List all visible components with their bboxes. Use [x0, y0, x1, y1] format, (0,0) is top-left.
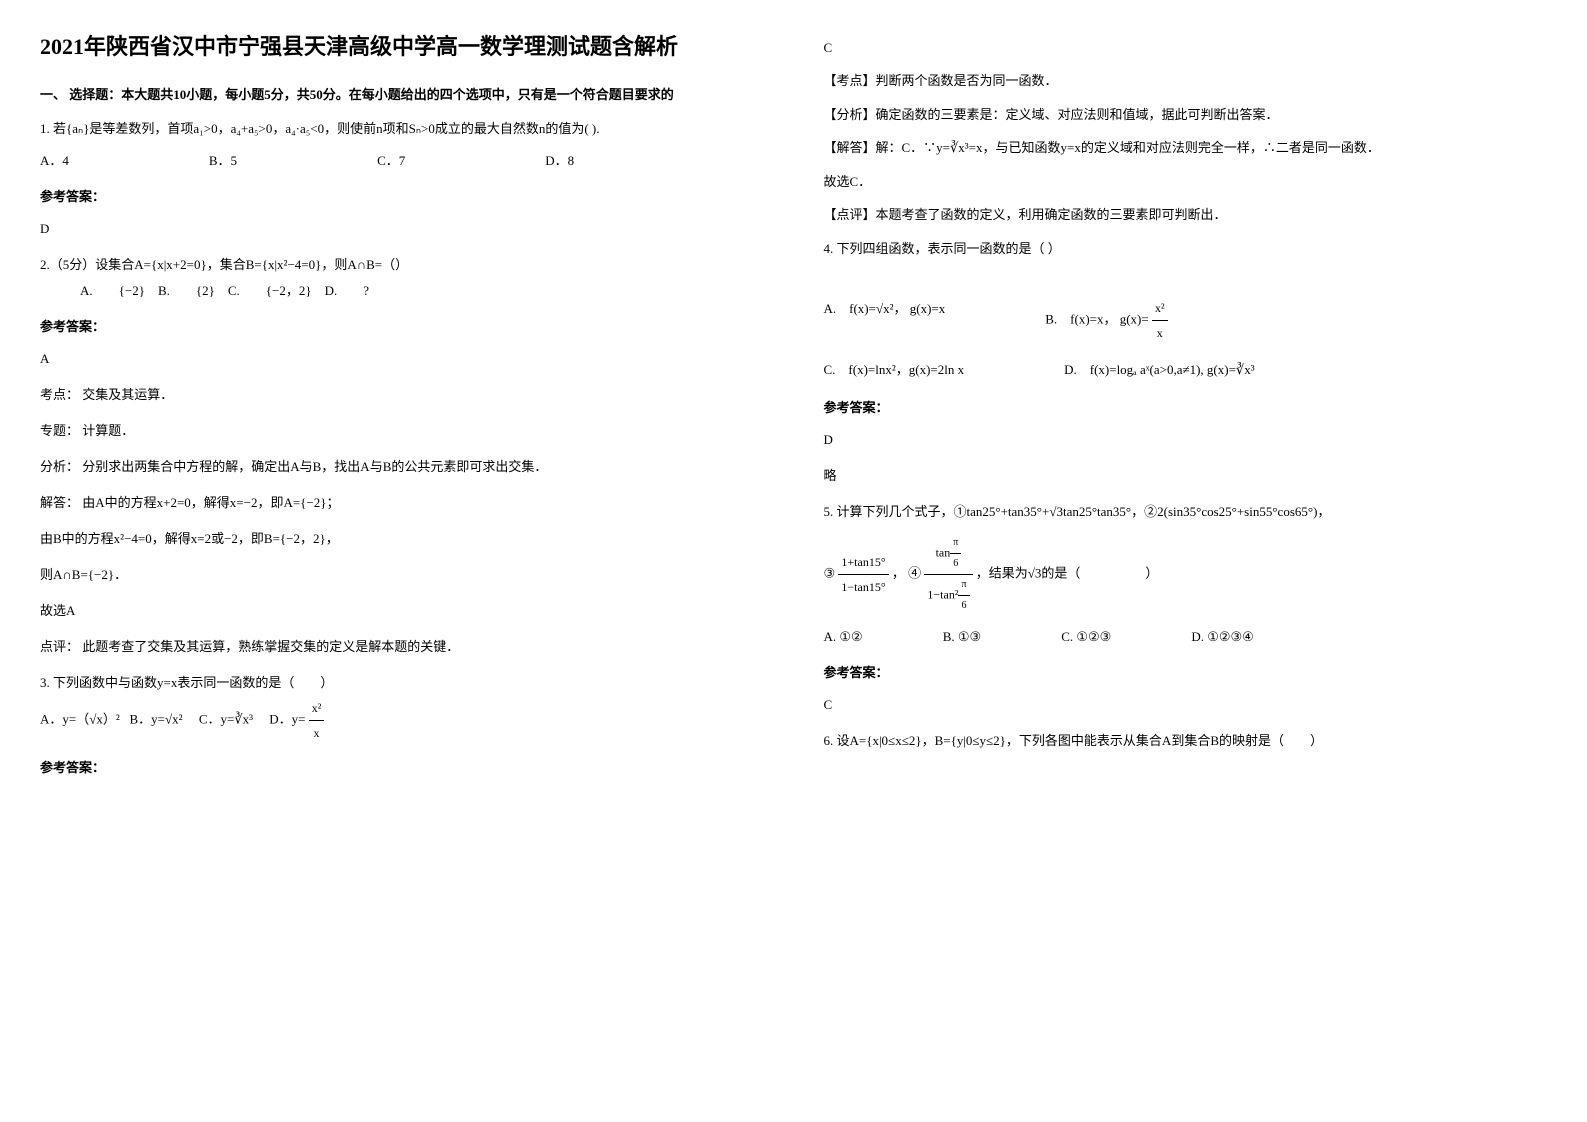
- q4-text: 4. 下列四组函数，表示同一函数的是（ ）: [824, 236, 1548, 262]
- q5-text-post: ，结果为√3的是（ ）: [976, 566, 1159, 581]
- q5-circ3-pre: ③: [824, 566, 836, 581]
- q4-opt-d: D. f(x)=logₐ aˣ(a>0,a≠1), g(x)=∛x³: [1064, 357, 1255, 383]
- q1-opt-d: D．8: [545, 148, 574, 174]
- q2-dianping: 点评： 此题考查了交集及其运算，熟练掌握交集的定义是解本题的关键．: [40, 634, 764, 660]
- q5-options: A. ①② B. ①③ C. ①②③ D. ①②③④: [824, 624, 1548, 650]
- question-3: 3. 下列函数中与函数y=x表示同一函数的是（ ） A．y=（√x）² B．y=…: [40, 670, 764, 781]
- q3-answer-label: 参考答案：: [40, 755, 764, 781]
- q3-opt-d-frac: x² x: [309, 696, 325, 745]
- q3-jieda: 【解答】解：C．∵y=∛x³=x，与已知函数y=x的定义域和对应法则完全一样，∴…: [824, 136, 1548, 159]
- q1-text: 1. 若{aₙ}是等差数列，首项a₁>0，a₄+a₅>0，a₄·a₅<0，则使前…: [40, 116, 764, 142]
- q5-circ4-pre: ， ④: [892, 566, 921, 581]
- question-2: 2.（5分）设集合A={x|x+2=0}，集合B={x|x²−4=0}，则A∩B…: [40, 252, 764, 660]
- q2-zhuanti: 专题： 计算题．: [40, 418, 764, 444]
- q4-row2: C. f(x)=lnx²，g(x)=2ln x D. f(x)=logₐ aˣ(…: [824, 357, 1548, 383]
- q3-opt-d-den: x: [309, 721, 325, 745]
- q5-circ4-num: tanπ6: [924, 533, 972, 575]
- q3-opt-d-pre: D．y=: [269, 712, 305, 727]
- q3-options: A．y=（√x）² B．y=√x² C．y=∛x³ D．y= x² x: [40, 696, 764, 745]
- q4-opt-c: C. f(x)=lnx²，g(x)=2ln x: [824, 357, 965, 383]
- q4-opt-b-den: x: [1152, 321, 1168, 345]
- q2-jieda1: 解答： 由A中的方程x+2=0，解得x=−2，即A={−2}；: [40, 490, 764, 516]
- q2-opt-c: C. {−2，2}: [228, 283, 312, 298]
- q5-circ4-den-pre: 1−tan²: [927, 588, 958, 602]
- q3-opt-a: A．y=（√x）²: [40, 712, 120, 727]
- q3-answer: C: [824, 36, 1548, 59]
- q5-circ4-num-inner-n: π: [950, 533, 961, 554]
- q3-kaodian: 【考点】判断两个函数是否为同一函数．: [824, 69, 1548, 92]
- q5-opt-a: A. ①②: [824, 624, 863, 650]
- q2-jieda2: 由B中的方程x²−4=0，解得x=2或−2，即B={−2，2}，: [40, 526, 764, 552]
- page-title: 2021年陕西省汉中市宁强县天津高级中学高一数学理测试题含解析: [40, 30, 764, 63]
- q4-opt-b-pre: B. f(x)=x， g(x)=: [1045, 312, 1148, 327]
- q5-circ4-num-inner: π6: [950, 533, 961, 574]
- q4-answer: D: [824, 427, 1548, 453]
- q2-answer: A: [40, 346, 764, 372]
- q3-opt-c: C．y=∛x³: [199, 712, 253, 727]
- question-4: 4. 下列四组函数，表示同一函数的是（ ） A. f(x)=√x²， g(x)=…: [824, 236, 1548, 489]
- q5-circ3-frac: 1+tan15° 1−tan15°: [838, 550, 888, 599]
- q1-options: A．4 B．5 C．7 D．8: [40, 148, 764, 174]
- q1-answer: D: [40, 216, 764, 242]
- q2-opt-a: A. {−2}: [80, 283, 145, 298]
- question-6: 6. 设A={x|0≤x≤2}，B={y|0≤y≤2}，下列各图中能表示从集合A…: [824, 728, 1548, 754]
- q2-kaodian: 考点： 交集及其运算．: [40, 382, 764, 408]
- q2-jieda3: 则A∩B={−2}．: [40, 562, 764, 588]
- q4-opt-b: B. f(x)=x， g(x)= x² x: [1045, 296, 1167, 345]
- q5-opt-c: C. ①②③: [1061, 624, 1111, 650]
- q4-opt-b-num: x²: [1152, 296, 1168, 321]
- section-header: 一、 选择题：本大题共10小题，每小题5分，共50分。在每小题给出的四个选项中，…: [40, 83, 764, 106]
- q2-answer-label: 参考答案：: [40, 314, 764, 340]
- q2-text: 2.（5分）设集合A={x|x+2=0}，集合B={x|x²−4=0}，则A∩B…: [40, 252, 764, 278]
- q3-dianping: 【点评】本题考查了函数的定义，利用确定函数的三要素即可判断出．: [824, 203, 1548, 226]
- q5-circ4-den-inner-n: π: [958, 575, 969, 596]
- q3-jieda2: 故选C．: [824, 170, 1548, 193]
- q1-opt-a: A．4: [40, 148, 69, 174]
- q4-opt-a: A. f(x)=√x²， g(x)=x: [824, 296, 946, 345]
- q5-circ4-den-inner-d: 6: [958, 596, 969, 616]
- question-1: 1. 若{aₙ}是等差数列，首项a₁>0，a₄+a₅>0，a₄·a₅<0，则使前…: [40, 116, 764, 242]
- q4-note: 略: [824, 463, 1548, 489]
- q2-opt-b: B. {2}: [158, 283, 215, 298]
- question-5: 5. 计算下列几个式子，①tan25°+tan35°+√3tan25°tan35…: [824, 499, 1548, 718]
- q5-opt-b: B. ①③: [943, 624, 981, 650]
- q4-answer-label: 参考答案：: [824, 395, 1548, 421]
- q5-text-pre: 5. 计算下列几个式子，①tan25°+tan35°+√3tan25°tan35…: [824, 499, 1548, 525]
- q5-answer-label: 参考答案：: [824, 660, 1548, 686]
- q5-circ4-num-inner-d: 6: [950, 554, 961, 574]
- q2-jieda4: 故选A: [40, 598, 764, 624]
- q4-opt-b-frac: x² x: [1152, 296, 1168, 345]
- q6-text: 6. 设A={x|0≤x≤2}，B={y|0≤y≤2}，下列各图中能表示从集合A…: [824, 728, 1548, 754]
- q3-fenxi: 【分析】确定函数的三要素是：定义域、对应法则和值域，据此可判断出答案．: [824, 103, 1548, 126]
- q2-opt-d: D. ?: [325, 283, 369, 298]
- q1-opt-b: B．5: [209, 148, 237, 174]
- q5-circ4-den-inner: π6: [958, 575, 969, 616]
- q3-opt-b: B．y=√x²: [130, 712, 183, 727]
- q5-circ4-den: 1−tan²π6: [924, 575, 972, 616]
- q5-circ4-frac: tanπ6 1−tan²π6: [924, 533, 972, 616]
- q5-answer: C: [824, 692, 1548, 718]
- q5-line2: ③ 1+tan15° 1−tan15° ， ④ tanπ6 1−tan²π6 ，…: [824, 533, 1548, 616]
- q5-opt-d: D. ①②③④: [1191, 624, 1254, 650]
- q5-circ4-num-pre: tan: [936, 546, 951, 560]
- q3-opt-d-num: x²: [309, 696, 325, 721]
- q1-answer-label: 参考答案：: [40, 184, 764, 210]
- q5-circ3-den: 1−tan15°: [838, 575, 888, 599]
- q2-options: A. {−2} B. {2} C. {−2，2} D. ?: [80, 278, 764, 304]
- q3-text: 3. 下列函数中与函数y=x表示同一函数的是（ ）: [40, 670, 764, 696]
- q2-fenxi: 分析： 分别求出两集合中方程的解，确定出A与B，找出A与B的公共元素即可求出交集…: [40, 454, 764, 480]
- q1-opt-c: C．7: [377, 148, 405, 174]
- q4-row1: A. f(x)=√x²， g(x)=x B. f(x)=x， g(x)= x² …: [824, 296, 1548, 345]
- q5-circ3-num: 1+tan15°: [838, 550, 888, 575]
